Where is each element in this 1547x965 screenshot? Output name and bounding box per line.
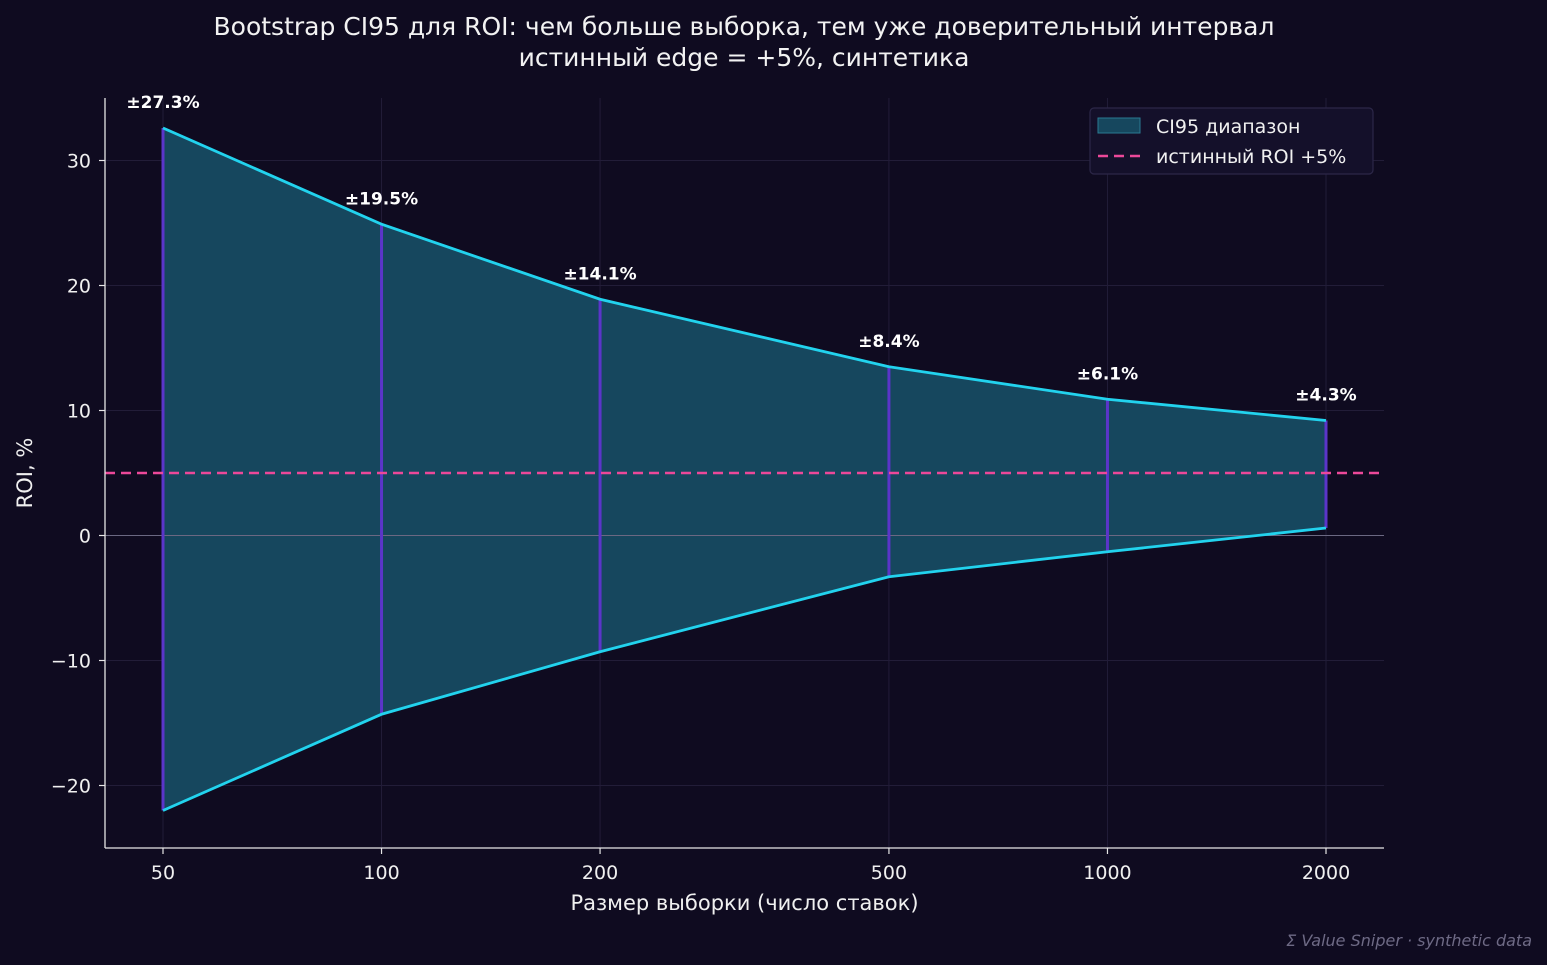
watermark: Σ Value Sniper · synthetic data [1286,931,1532,950]
y-tick-label: 10 [67,401,91,423]
ci-width-label: ±4.3% [1295,386,1356,406]
ci-width-label: ±19.5% [345,189,418,209]
x-tick-label: 200 [582,862,618,884]
chart-title: Bootstrap CI95 для ROI: чем больше выбор… [213,12,1275,41]
legend-label-ci: CI95 диапазон [1156,116,1300,138]
legend-label-true-roi: истинный ROI +5% [1156,146,1346,168]
ci-area-layer [163,128,1326,811]
y-tick-label: 0 [79,526,91,548]
y-axis-title: ROI, % [13,438,37,509]
x-tick-label: 1000 [1083,862,1131,884]
ci-lower-line [162,526,1327,812]
x-axis-title: Размер выборки (число ставок) [570,891,918,915]
y-tick-label: 20 [67,276,91,298]
x-tick-label: 500 [871,862,907,884]
ci-width-label: ±6.1% [1077,364,1138,384]
series-layer [105,126,1384,812]
legend: CI95 диапазон истинный ROI +5% [1089,107,1374,175]
ci-width-label: ±8.4% [858,332,919,352]
y-tick-label: −10 [51,651,91,673]
ci-upper-line [162,126,1327,422]
chart-subtitle: истинный edge = +5%, синтетика [518,43,970,72]
data-labels: ±27.3% ±19.5% ±14.1% ±8.4% ±6.1% ±4.3% [126,93,1356,406]
legend-swatch-ci [1097,117,1141,134]
x-tick-label: 100 [363,862,399,884]
x-tick-label: 50 [151,862,175,884]
y-tick-label: −20 [51,776,91,798]
axes: −20 −10 0 10 20 30 50 100 200 500 1000 2000 [51,98,1384,884]
x-tick-label: 2000 [1302,862,1350,884]
ci-area [163,128,1326,811]
legend-box [1089,107,1374,175]
ci-width-label: ±27.3% [126,93,199,113]
y-tick-label: 30 [67,151,91,173]
ci-width-label: ±14.1% [563,264,636,284]
